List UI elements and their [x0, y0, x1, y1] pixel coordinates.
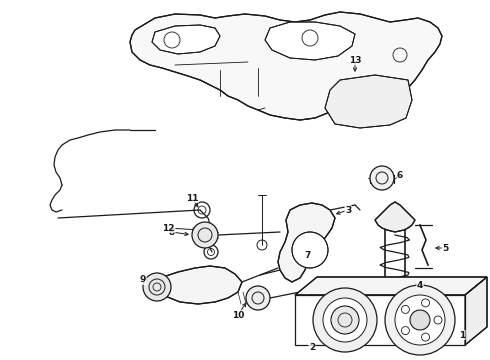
- Circle shape: [331, 306, 359, 334]
- Text: 13: 13: [349, 55, 361, 64]
- Text: 5: 5: [442, 243, 448, 252]
- Polygon shape: [295, 277, 487, 295]
- Circle shape: [246, 286, 270, 310]
- Polygon shape: [375, 202, 415, 232]
- Text: 3: 3: [345, 206, 351, 215]
- Polygon shape: [265, 22, 355, 60]
- Polygon shape: [145, 266, 242, 304]
- Circle shape: [385, 285, 455, 355]
- Text: 10: 10: [232, 310, 244, 320]
- Text: 9: 9: [140, 275, 146, 284]
- Polygon shape: [465, 277, 487, 345]
- Circle shape: [323, 298, 367, 342]
- Polygon shape: [325, 75, 412, 128]
- Circle shape: [395, 295, 445, 345]
- Circle shape: [192, 222, 218, 248]
- Circle shape: [292, 232, 328, 268]
- Text: 6: 6: [397, 171, 403, 180]
- Text: 4: 4: [417, 280, 423, 289]
- Circle shape: [410, 310, 430, 330]
- Polygon shape: [130, 12, 442, 120]
- Text: 11: 11: [186, 194, 198, 202]
- Text: 12: 12: [162, 224, 174, 233]
- Bar: [295, 295, 465, 345]
- Circle shape: [143, 273, 171, 301]
- Text: 7: 7: [305, 251, 311, 260]
- Circle shape: [313, 288, 377, 352]
- Polygon shape: [278, 203, 335, 282]
- Polygon shape: [152, 25, 220, 54]
- Text: 1: 1: [459, 330, 465, 339]
- Circle shape: [370, 166, 394, 190]
- Text: 2: 2: [309, 343, 315, 352]
- Text: 8: 8: [169, 228, 175, 237]
